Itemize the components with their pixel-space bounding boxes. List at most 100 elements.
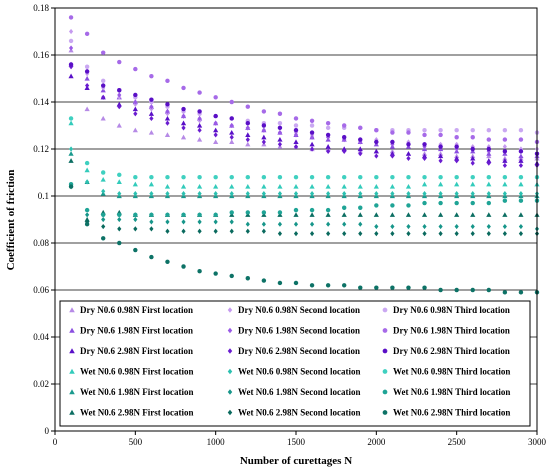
- data-point: [438, 144, 443, 149]
- data-point: [342, 231, 347, 237]
- data-point: [229, 228, 234, 234]
- data-point: [358, 221, 363, 227]
- x-tick-label: 2000: [367, 437, 386, 447]
- data-point: [85, 212, 90, 218]
- data-point: [422, 127, 427, 133]
- legend-label: Dry N0.6 2.98N Third location: [393, 346, 510, 356]
- data-point: [261, 210, 267, 215]
- legend-marker: [382, 328, 388, 333]
- y-tick-label: 0.06: [33, 285, 49, 295]
- data-point: [293, 144, 299, 150]
- data-point: [342, 191, 347, 197]
- data-point: [326, 221, 331, 227]
- data-point: [293, 184, 299, 189]
- data-point: [406, 231, 411, 237]
- legend-marker: [69, 368, 75, 374]
- data-point: [229, 273, 234, 279]
- data-point: [68, 146, 74, 152]
- data-point: [470, 174, 475, 180]
- data-point: [406, 191, 411, 197]
- data-point: [277, 137, 283, 142]
- data-point: [100, 170, 106, 175]
- legend-item-wet-n0-6-1-98n-first-location: Wet N0.6 1.98N First location: [69, 387, 193, 397]
- y-tick-label: 0.04: [33, 332, 49, 342]
- data-point: [213, 127, 219, 133]
- data-point: [406, 223, 411, 230]
- data-point: [454, 231, 459, 237]
- series-wet-n0-6-2-98n-second-location: [68, 184, 540, 237]
- data-point: [245, 184, 251, 189]
- data-point: [470, 153, 476, 159]
- data-point: [197, 90, 202, 95]
- data-point: [341, 283, 347, 288]
- series-wet-n0-6-0-98n-second-location: [68, 146, 540, 197]
- legend-marker: [69, 348, 75, 354]
- legend-marker: [227, 409, 233, 416]
- legend-marker: [382, 307, 388, 313]
- data-point: [165, 219, 170, 225]
- data-point: [165, 228, 170, 234]
- data-point: [470, 191, 475, 197]
- data-point: [341, 135, 347, 140]
- data-point: [293, 231, 299, 237]
- data-point: [68, 15, 74, 20]
- data-point: [374, 231, 379, 237]
- data-point: [164, 132, 171, 137]
- data-point: [84, 69, 90, 74]
- data-point: [470, 135, 475, 140]
- data-point: [357, 212, 363, 217]
- data-point: [502, 191, 507, 197]
- data-point: [325, 207, 331, 213]
- data-point: [518, 231, 524, 237]
- data-point: [181, 191, 186, 197]
- data-point: [486, 212, 492, 217]
- legend-item-dry-n0-6-1-98n-third-location: Dry N0.6 1.98N Third location: [382, 326, 510, 336]
- data-point: [518, 223, 524, 230]
- data-point: [133, 226, 138, 232]
- data-point: [100, 236, 106, 241]
- data-point: [486, 158, 492, 163]
- data-point: [293, 116, 299, 121]
- data-point: [68, 28, 74, 35]
- legend-label: Dry N0.6 0.98N First location: [80, 305, 193, 315]
- data-point: [438, 127, 443, 133]
- data-point: [149, 73, 154, 79]
- data-point: [84, 216, 90, 222]
- data-point: [358, 231, 363, 237]
- data-point: [84, 167, 90, 173]
- data-point: [101, 94, 106, 100]
- data-point: [406, 285, 411, 290]
- data-point: [149, 226, 154, 232]
- data-point: [293, 191, 299, 197]
- data-point: [277, 231, 283, 237]
- legend-label: Dry N0.6 1.98N Third location: [393, 326, 510, 336]
- data-point: [454, 181, 460, 187]
- series-wet-n0-6-2-98n-third-location: [68, 184, 540, 295]
- data-point: [229, 174, 234, 180]
- data-point: [486, 231, 491, 237]
- data-point: [406, 142, 411, 147]
- data-point: [149, 254, 154, 260]
- data-point: [277, 120, 283, 126]
- y-tick-label: 0.02: [33, 379, 49, 389]
- data-point: [358, 125, 363, 131]
- data-point: [518, 290, 524, 295]
- data-point: [245, 210, 251, 215]
- data-point: [470, 181, 476, 187]
- data-point: [133, 216, 138, 223]
- data-point: [454, 212, 460, 217]
- data-point: [405, 151, 412, 156]
- legend-marker: [69, 327, 75, 333]
- data-point: [357, 146, 363, 152]
- data-point: [502, 223, 507, 230]
- data-point: [100, 50, 106, 55]
- legend-item-wet-n0-6-0-98n-second-location: Wet N0.6 0.98N Second location: [227, 367, 361, 377]
- data-point: [325, 212, 331, 217]
- data-point: [438, 191, 443, 197]
- data-point: [68, 45, 74, 51]
- data-point: [325, 125, 331, 131]
- data-point: [326, 231, 331, 237]
- legend-label: Dry N0.6 2.98N Second location: [238, 346, 360, 356]
- data-point: [374, 139, 379, 145]
